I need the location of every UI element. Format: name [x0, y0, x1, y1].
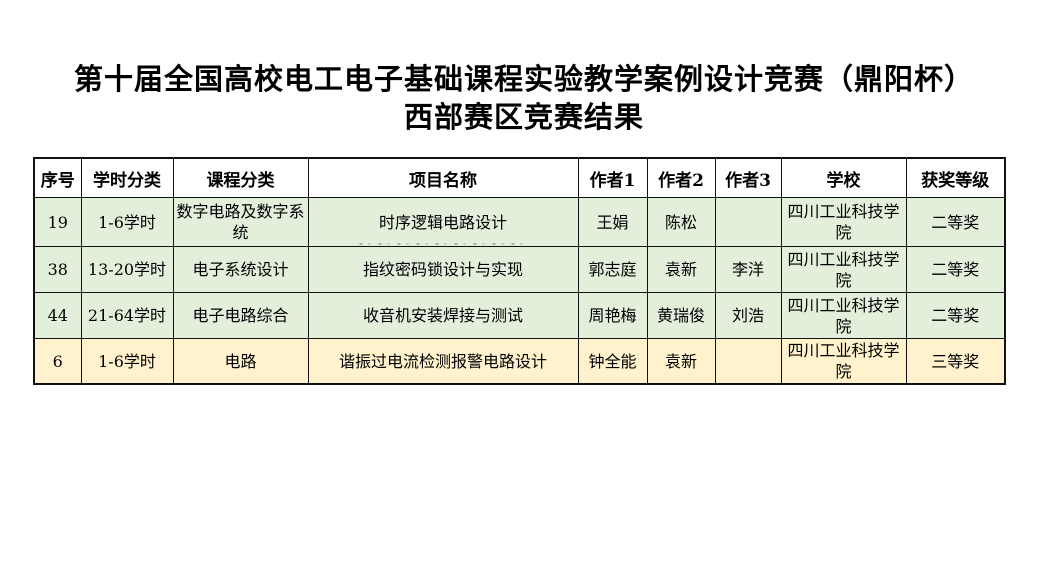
header-course: 课程分类	[172, 157, 309, 198]
title-line-2: 西部赛区竞赛结果	[403, 100, 644, 134]
header-award: 获奖等级	[905, 157, 1006, 198]
header-author3: 作者3	[714, 157, 782, 198]
cell-award: 二等奖	[905, 197, 1006, 247]
project-text: 时序逻辑电路设计	[378, 212, 507, 232]
cell-author3	[714, 338, 782, 385]
table-row-4: 6 1-6学时 电路 谐振过电流检测报警电路设计 钟全能 袁新 四川工业科技学院…	[33, 338, 1006, 385]
table-header-row: 序号 学时分类 课程分类 项目名称 作者1 作者2 作者3 学校 获奖等级	[33, 157, 1006, 198]
cell-school: 四川工业科技学院	[780, 246, 907, 293]
cell-hours: 13-20学时	[80, 246, 174, 293]
cell-author2: 陈松	[646, 197, 716, 247]
cell-author1: 钟全能	[577, 338, 648, 385]
cell-course: 电路	[172, 338, 309, 385]
cell-author2: 袁新	[646, 338, 716, 385]
cell-author2: 袁新	[646, 246, 716, 293]
cell-author1: 王娟	[577, 197, 648, 247]
cell-award: 三等奖	[905, 338, 1006, 385]
cell-school: 四川工业科技学院	[780, 197, 907, 247]
clipped-text-artifact	[359, 243, 527, 245]
cell-project: 指纹密码锁设计与实现	[307, 246, 579, 293]
header-school: 学校	[780, 157, 907, 198]
cell-seq: 6	[33, 338, 82, 385]
title-line-1: 第十届全国高校电工电子基础课程实验教学案例设计竞赛（鼎阳杯）	[73, 62, 974, 96]
cell-award: 二等奖	[905, 292, 1006, 339]
cell-author1: 周艳梅	[577, 292, 648, 339]
cell-school: 四川工业科技学院	[780, 292, 907, 339]
cell-hours: 21-64学时	[80, 292, 174, 339]
header-author1: 作者1	[577, 157, 648, 198]
cell-author3: 刘浩	[714, 292, 782, 339]
cell-author2: 黄瑞俊	[646, 292, 716, 339]
results-table: 序号 学时分类 课程分类 项目名称 作者1 作者2 作者3 学校 获奖等级 19…	[33, 157, 1006, 385]
cell-author3	[714, 197, 782, 247]
cell-seq: 38	[33, 246, 82, 293]
cell-course: 数字电路及数字系统	[172, 197, 309, 247]
cell-seq: 44	[33, 292, 82, 339]
cell-project: 谐振过电流检测报警电路设计	[307, 338, 579, 385]
cell-hours: 1-6学时	[80, 197, 174, 247]
cell-course: 电子电路综合	[172, 292, 309, 339]
cell-author1: 郭志庭	[577, 246, 648, 293]
cell-project: 时序逻辑电路设计	[307, 197, 579, 247]
cell-project: 收音机安装焊接与测试	[307, 292, 579, 339]
cell-course: 电子系统设计	[172, 246, 309, 293]
cell-award: 二等奖	[905, 246, 1006, 293]
cell-hours: 1-6学时	[80, 338, 174, 385]
header-project: 项目名称	[307, 157, 579, 198]
cell-author3: 李洋	[714, 246, 782, 293]
header-seq: 序号	[33, 157, 82, 198]
cell-school: 四川工业科技学院	[780, 338, 907, 385]
header-author2: 作者2	[646, 157, 716, 198]
table-row-2: 38 13-20学时 电子系统设计 指纹密码锁设计与实现 郭志庭 袁新 李洋 四…	[33, 246, 1006, 293]
header-hours: 学时分类	[80, 157, 174, 198]
table-row-3: 44 21-64学时 电子电路综合 收音机安装焊接与测试 周艳梅 黄瑞俊 刘浩 …	[33, 292, 1006, 339]
cell-seq: 19	[33, 197, 82, 247]
document-title: 第十届全国高校电工电子基础课程实验教学案例设计竞赛（鼎阳杯） 西部赛区竞赛结果	[0, 60, 1048, 136]
table-row-1: 19 1-6学时 数字电路及数字系统 时序逻辑电路设计 王娟 陈松 四川工业科技…	[33, 197, 1006, 247]
